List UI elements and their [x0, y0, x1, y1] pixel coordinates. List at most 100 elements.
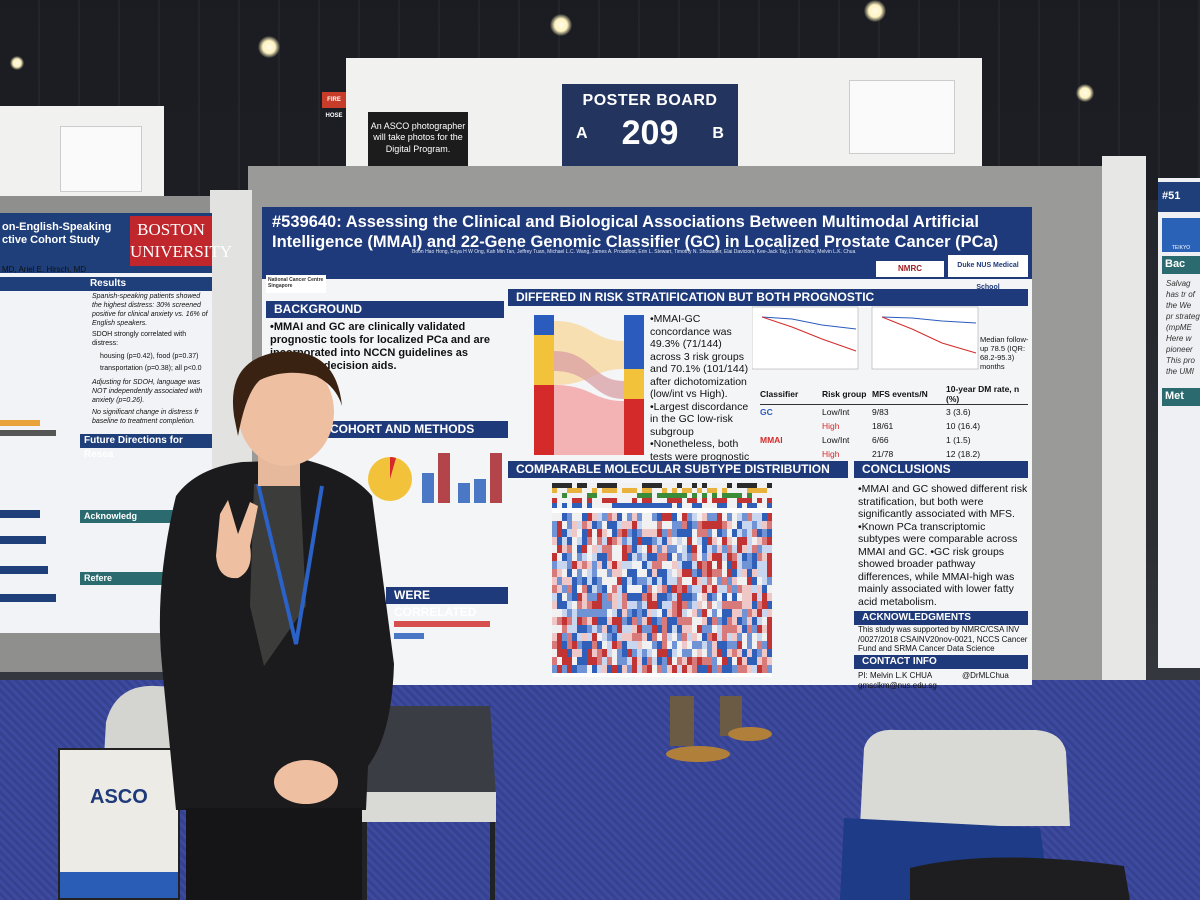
- molecular-header: COMPARABLE MOLECULAR SUBTYPE DISTRIBUTIO…: [508, 461, 848, 478]
- bar: [0, 536, 46, 544]
- left-poster-title: on-English-Speaking ctive Cohort Study: [2, 221, 112, 246]
- contact-email: gmsclkm@nus.edu.sg: [858, 681, 937, 690]
- chair-leg: [362, 822, 367, 900]
- left-header-board: [0, 106, 164, 206]
- shoe: [666, 746, 730, 762]
- teikyo-logo: TEIKYO: [1162, 218, 1200, 252]
- chair-back: [358, 706, 496, 796]
- ack-header: ACKNOWLEDGMENTS: [854, 611, 1028, 625]
- pie-slice: [390, 457, 396, 479]
- main-poster: #539640: Assessing the Clinical and Biol…: [262, 207, 1032, 690]
- sankey-node: [624, 369, 644, 399]
- left-bullet-2: SDOH strongly correlated with distress:: [92, 331, 187, 347]
- hair: [232, 351, 342, 436]
- sankey-node: [624, 399, 644, 455]
- table-row: MMAI Low/Int 6/66 1 (1.5): [760, 435, 971, 445]
- km-plots: [752, 306, 979, 370]
- board-title: POSTER BOARD: [582, 92, 718, 109]
- ncc-logo: National Cancer Centre Singapore: [266, 275, 326, 293]
- differed-text: •MMAI-GC concordance was 49.3% (71/144) …: [650, 313, 750, 475]
- left-bar-chart: [0, 420, 56, 602]
- person: [159, 351, 394, 900]
- sankey-node: [624, 315, 644, 369]
- table-row: High 21/78 12 (18.2): [822, 449, 981, 459]
- chair-back: [860, 729, 1070, 826]
- bar: [0, 566, 48, 574]
- left-bullet-5: Adjusting for SDOH, language was NOT ind…: [92, 379, 203, 404]
- km-curve: [761, 316, 857, 352]
- bar: [422, 473, 434, 503]
- cohort-header: COHORT AND METHODS: [322, 421, 508, 438]
- duke-nus-logo: Duke NUS Medical School: [948, 255, 1028, 291]
- twitter-handle: @DrMLChua: [962, 671, 1009, 680]
- tote-bag-logo: ASCO: [90, 786, 148, 808]
- subtype-heatmap: [552, 483, 772, 677]
- chair-leg: [490, 822, 495, 900]
- bags: [840, 818, 1130, 900]
- background-legs: [666, 696, 772, 762]
- tote-bag: ASCO: [58, 748, 180, 900]
- left-future-header: Future Directions for Resea: [80, 434, 212, 460]
- ceiling-light: [258, 36, 280, 58]
- leg: [670, 696, 694, 746]
- bar: [458, 483, 470, 503]
- contact-name: PI: Melvin L.K CHUA: [858, 671, 933, 680]
- board-side-a: A: [576, 124, 588, 142]
- black-bag: [910, 857, 1130, 900]
- ceiling-light: [550, 14, 572, 36]
- bar: [0, 430, 56, 436]
- ceiling-light: [1076, 84, 1094, 102]
- photographer-note: An ASCO photographer will take photos fo…: [368, 112, 468, 170]
- peace-sign-hand: [216, 500, 258, 579]
- table-header: MFS events/N: [872, 388, 928, 399]
- sankey-node: [534, 385, 554, 455]
- left-bullet-6: No significant change in distress fr bas…: [92, 409, 199, 425]
- km-curve: [761, 316, 857, 330]
- differed-header: DIFFERED IN RISK STRATIFICATION BUT BOTH…: [508, 289, 1028, 306]
- table-row: High 18/61 10 (16.4): [822, 421, 981, 431]
- leg: [720, 696, 742, 736]
- conclusions-text: •MMAI and GC showed different risk strat…: [858, 483, 1028, 608]
- shoe: [728, 727, 772, 741]
- poster-title-banner: #539640: Assessing the Clinical and Biol…: [262, 207, 1032, 293]
- median-follow-up: Median follow-up 78.5 (IQR: 68.2-95.3) m…: [980, 335, 1029, 371]
- right-poster-section: Bac: [1162, 256, 1200, 274]
- km-curve: [881, 316, 977, 324]
- left-bullet-3: housing (p=0.42), food (p=0.37): [100, 353, 199, 360]
- sankey-node: [534, 315, 554, 335]
- right-poster-text: Salvag has tr of the We pr strateg (mpME…: [1166, 279, 1200, 376]
- table-header: 10-year DM rate, n (%): [946, 383, 1020, 404]
- board-side-b: B: [712, 124, 724, 142]
- results-table: Classifier Risk group MFS events/N 10-ye…: [760, 383, 1028, 461]
- bar: [0, 510, 40, 518]
- km-plot-mmai: [871, 306, 979, 370]
- mini-poster-thumbnail: [60, 126, 142, 192]
- km-plot-gc: [752, 306, 859, 370]
- left-results-header: Results: [0, 277, 212, 291]
- table-header-row: Classifier Risk group MFS events/N 10-ye…: [760, 383, 1028, 405]
- poster-title: #539640: Assessing the Clinical and Biol…: [272, 213, 999, 251]
- bar: [0, 594, 56, 602]
- bar: [490, 453, 502, 503]
- bar: [394, 633, 424, 639]
- right-poster: #51 TEIKYO Bac Met Salvag has tr of the …: [1158, 178, 1200, 668]
- table-header: Classifier: [760, 388, 799, 399]
- ceiling-light: [864, 0, 886, 22]
- cohort-charts: [368, 453, 502, 503]
- pants: [186, 808, 362, 900]
- sankey-chart: [534, 315, 644, 455]
- bar: [394, 621, 490, 627]
- correlated-header: WERE CORRELATED: [386, 587, 508, 619]
- table-header: Risk group: [822, 388, 867, 399]
- contact-header: CONTACT INFO: [854, 655, 1028, 669]
- poster-board-sign: POSTER BOARD A 209 B: [562, 84, 738, 176]
- boston-university-logo: BOSTON UNIVERSITY: [130, 216, 232, 266]
- chair: [358, 706, 496, 900]
- right-poster-number: #51: [1158, 182, 1200, 212]
- lanyard: [256, 483, 324, 645]
- face: [238, 358, 334, 466]
- left-bullet-1: Spanish-speaking patients showed the hig…: [92, 293, 208, 327]
- ceiling-light: [10, 56, 24, 70]
- sankey-flow: [554, 385, 624, 455]
